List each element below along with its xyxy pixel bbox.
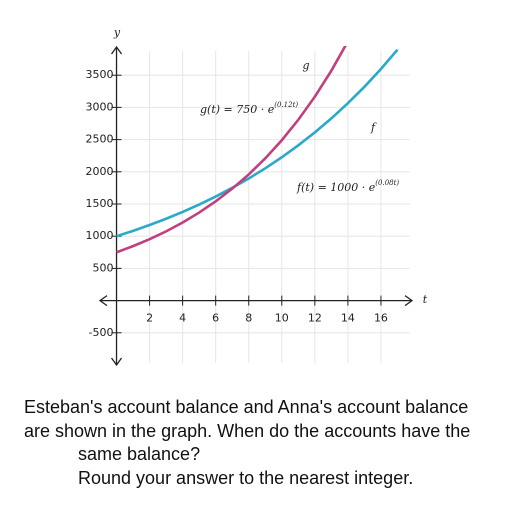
arrow (110, 357, 123, 367)
plot-area (116, 46, 399, 254)
question-line: Round your answer to the nearest integer… (78, 467, 414, 488)
annotation-sup: (0.12t) (274, 101, 298, 109)
y-tick-label: 1500 (86, 197, 114, 210)
y-tick-label: 1000 (86, 229, 114, 242)
annotation-text: g(t) = 750 · e (200, 103, 275, 116)
y-tick-label: 3500 (86, 68, 114, 81)
arrow (98, 295, 108, 307)
x-tick-label: 16 (374, 312, 388, 325)
x-tick-label: 2 (146, 312, 153, 325)
question-line: are shown in the graph. When do the acco… (24, 420, 471, 441)
y-tick-label: 500 (93, 261, 114, 274)
x-tick-label: 10 (275, 312, 289, 325)
legend-label: g (302, 59, 309, 72)
x-tick-label: 4 (179, 312, 186, 325)
question-line: same balance? (78, 444, 201, 464)
question: Esteban's account balance and Anna's acc… (0, 396, 512, 490)
series-line (116, 48, 399, 238)
x-tick-label: 8 (245, 312, 252, 325)
x-tick-label: 12 (308, 312, 322, 325)
y-axis-label: y (113, 26, 121, 39)
x-axis-label: t (423, 293, 428, 306)
annotation: f(t) = 1000 · e(0.08t) (296, 179, 399, 194)
y-tick-label: -500 (89, 326, 114, 339)
arrow (404, 295, 414, 307)
chart: y t 2 4 6 8 10 12 14 16 -500 500 1000 1500 2000 2500 3… (86, 26, 428, 367)
x-tick-label: 6 (212, 312, 219, 325)
y-tick-label: 2000 (86, 165, 114, 178)
y-tick-label: 2500 (86, 133, 114, 146)
annotation: g(t) = 750 · e(0.12t) (200, 101, 298, 116)
y-tick-label: 3000 (86, 100, 114, 113)
annotation-text: f(t) = 1000 · e (296, 181, 376, 194)
arrow (110, 45, 123, 55)
legend-label: f (370, 121, 377, 134)
series-line (116, 46, 347, 254)
annotation-sup: (0.08t) (375, 179, 399, 187)
x-tick-label: 14 (341, 312, 355, 325)
question-line: Esteban's account balance and Anna's acc… (24, 397, 469, 417)
